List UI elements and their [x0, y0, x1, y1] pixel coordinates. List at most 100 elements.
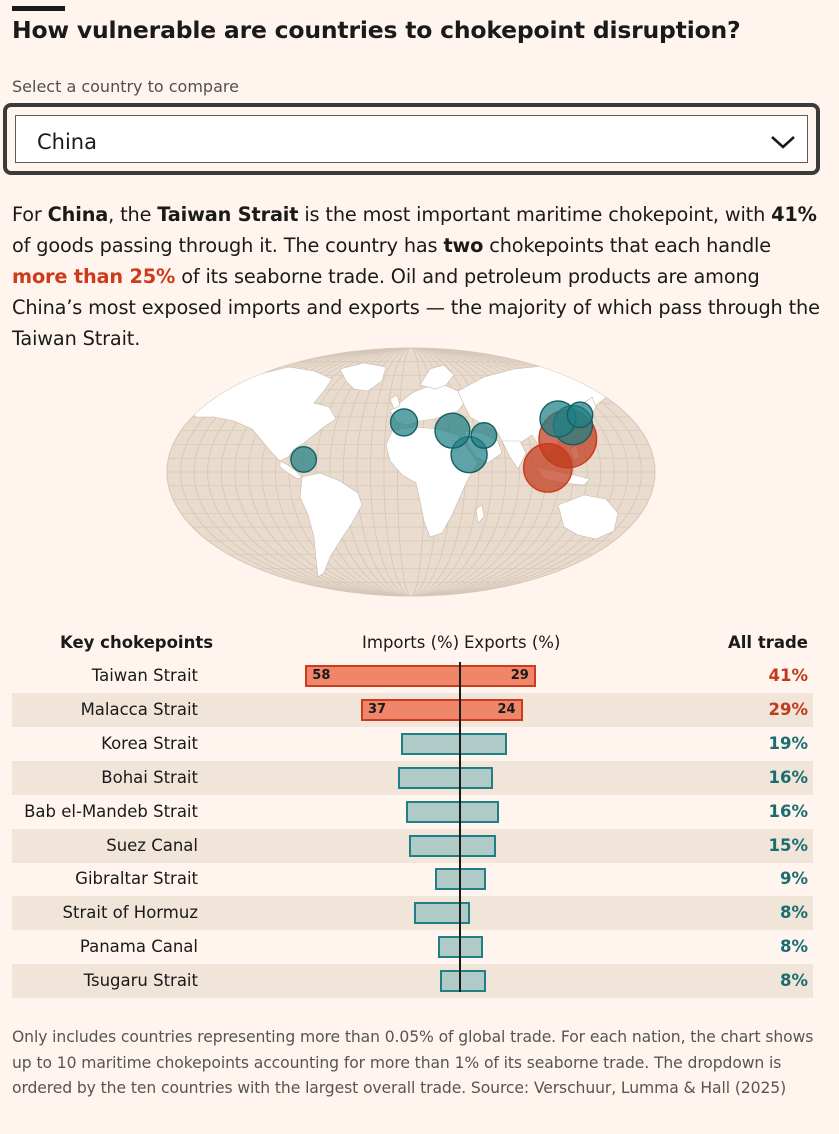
graticule-line — [193, 348, 629, 596]
exports-value-label: 24 — [497, 701, 516, 717]
imports-value-label: 37 — [367, 701, 387, 717]
graticule-line — [342, 348, 480, 596]
imports-bar — [400, 732, 459, 755]
chokepoint-name: Bab el-Mandeb Strait — [24, 801, 198, 821]
all-trade-value: 8% — [779, 971, 808, 991]
graticule-line — [220, 348, 602, 596]
chokepoint-row: Malacca Strait 37 24 29% — [12, 692, 813, 727]
imports-bar — [413, 902, 459, 925]
imports-bar — [435, 868, 459, 891]
imports-bar: 58 — [305, 665, 459, 687]
summary-part: For — [12, 203, 48, 226]
land-new-zealand — [631, 534, 641, 556]
chokepoint-row: Bohai Strait 16% — [12, 760, 813, 795]
summary-text: For China, the Taiwan Strait is the most… — [12, 199, 827, 354]
land-australia — [557, 494, 619, 540]
chokepoint-name: Panama Canal — [79, 937, 198, 957]
graticule-line — [207, 348, 615, 596]
exports-bar — [459, 800, 499, 823]
chokepoint-row: Strait of Hormuz 8% — [12, 896, 813, 931]
map-bubble — [522, 442, 573, 493]
map-bubbles — [290, 400, 598, 493]
chokepoint-name: Strait of Hormuz — [62, 903, 198, 923]
summary-threshold: more than 25% — [12, 265, 176, 288]
exports-bar — [459, 970, 486, 993]
graticule-line — [247, 348, 575, 596]
land-india — [501, 440, 527, 470]
imports-bar: 37 — [360, 698, 459, 721]
all-trade-value: 9% — [779, 869, 808, 889]
chokepoint-name: Gibraltar Strait — [75, 869, 198, 889]
chokepoint-name: Tsugaru Strait — [83, 971, 198, 991]
chokepoint-row: Panama Canal 8% — [12, 930, 813, 964]
summary-country: China — [47, 203, 109, 226]
column-header-exports: Exports (%) — [464, 633, 561, 652]
column-header-imports: Imports (%) — [362, 633, 460, 652]
map-bubble — [389, 408, 419, 437]
land-madagascar — [475, 504, 485, 524]
chokepoint-row: Korea Strait 19% — [12, 727, 813, 761]
land-uk — [389, 394, 401, 410]
summary-part: chokepoints that each handle — [483, 234, 771, 257]
exports-bar: 29 — [459, 665, 536, 687]
chokepoint-name: Suez Canal — [106, 835, 198, 855]
page-title: How vulnerable are countries to chokepoi… — [12, 16, 741, 44]
exports-bar — [459, 732, 507, 755]
exports-bar — [459, 936, 483, 959]
graticule-line — [329, 348, 493, 596]
land-scandinavia — [419, 364, 455, 390]
world-map — [166, 347, 656, 597]
summary-part: , the — [108, 203, 158, 226]
all-trade-value: 8% — [779, 903, 808, 923]
country-select-box[interactable]: China — [15, 115, 808, 163]
land-greenland — [339, 362, 387, 392]
exports-value-label: 29 — [510, 668, 529, 683]
imports-bar — [408, 834, 459, 857]
chokepoint-name: Korea Strait — [101, 733, 198, 753]
imports-bar — [437, 936, 459, 959]
bar-center-axis — [459, 662, 461, 992]
graticule-line — [315, 348, 507, 596]
land-central-america — [279, 460, 303, 480]
chokepoint-name: Malacca Strait — [80, 699, 198, 719]
country-select[interactable]: China — [3, 103, 820, 175]
header-rule — [12, 6, 65, 11]
exports-bar — [459, 766, 494, 789]
summary-top-chokepoint: Taiwan Strait — [157, 203, 299, 226]
all-trade-value: 8% — [779, 937, 808, 957]
graticule-line — [234, 348, 588, 596]
chokepoint-row: Bab el-Mandeb Strait 16% — [12, 795, 813, 829]
imports-bar — [440, 970, 459, 993]
country-select-label: Select a country to compare — [12, 77, 239, 96]
chokepoint-name: Bohai Strait — [101, 767, 198, 787]
map-bubble — [566, 401, 594, 429]
land-south-america — [299, 472, 363, 578]
imports-bar — [406, 800, 459, 823]
imports-bar — [398, 766, 459, 789]
exports-bar: 24 — [459, 698, 523, 721]
exports-bar — [459, 902, 470, 925]
summary-part: of goods passing through it. The country… — [12, 234, 444, 257]
exports-bar — [459, 868, 486, 891]
exports-bar — [459, 834, 497, 857]
summary-share: 41% — [771, 203, 817, 226]
country-select-value: China — [37, 130, 97, 154]
graticule-line — [180, 348, 642, 596]
summary-part: is the most important maritime chokepoin… — [298, 203, 772, 226]
chevron-down-icon[interactable] — [769, 131, 797, 153]
summary-part: of its seaborne trade. Oil and petroleum… — [12, 265, 820, 350]
chokepoint-row: Taiwan Strait 58 29 41% — [12, 659, 813, 693]
map-bubble — [290, 446, 318, 473]
column-header-all-trade: All trade — [728, 633, 808, 652]
all-trade-value: 15% — [768, 835, 809, 855]
footnote: Only includes countries representing mor… — [12, 1028, 814, 1097]
all-trade-value: 29% — [768, 699, 809, 719]
imports-value-label: 58 — [312, 668, 331, 683]
map-bubble — [470, 422, 498, 449]
chokepoint-name: Taiwan Strait — [91, 666, 198, 685]
summary-count: two — [443, 234, 484, 257]
all-trade-value: 19% — [768, 733, 809, 753]
map-bubble — [434, 412, 471, 449]
chokepoint-row: Gibraltar Strait 9% — [12, 862, 813, 896]
chokepoint-row: Tsugaru Strait 8% — [12, 964, 813, 999]
